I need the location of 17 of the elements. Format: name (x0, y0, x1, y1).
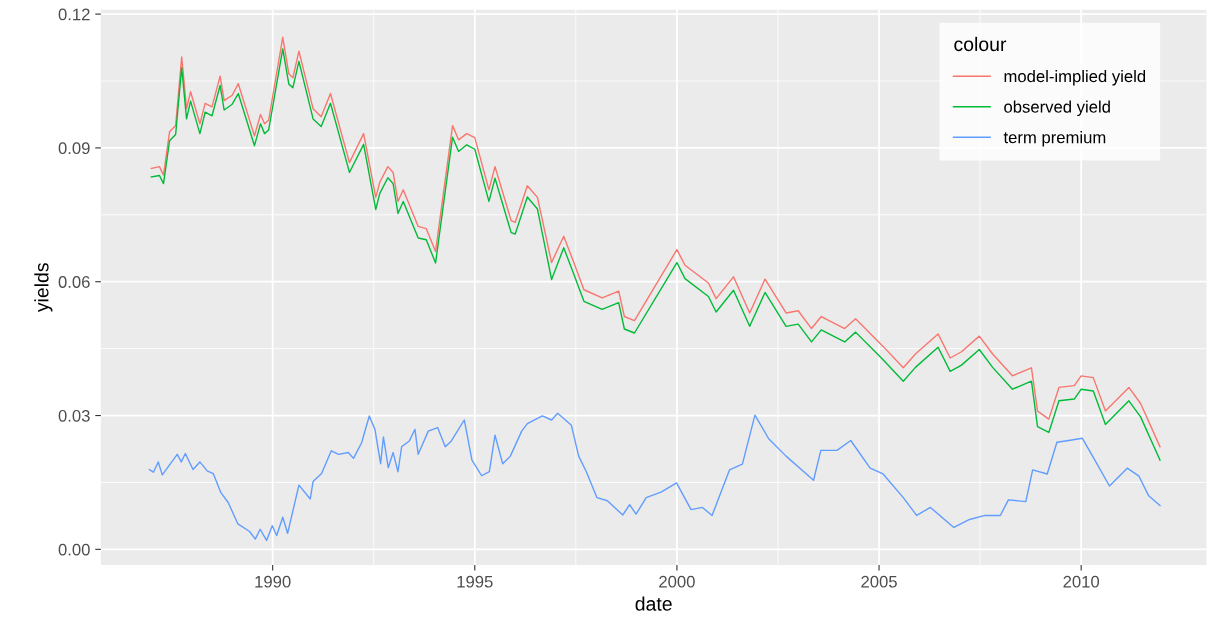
x-tick-label: 1995 (457, 575, 493, 588)
y-axis-title: yields (34, 263, 53, 313)
x-axis-title: date (635, 596, 672, 611)
x-tick-label: 1990 (255, 575, 291, 588)
y-tick-label: 0.12 (58, 8, 90, 21)
x-tick-label: 2005 (861, 575, 897, 588)
line-series (148, 412, 1161, 542)
legend-title: colour (954, 36, 1007, 52)
y-tick-label: 0.00 (58, 543, 90, 556)
x-tick-label: 2000 (659, 575, 695, 588)
y-tick-label: 0.09 (58, 142, 90, 155)
legend-label: term premium (1003, 131, 1106, 147)
legend-label: model-implied yield (1004, 69, 1146, 86)
y-tick-label: 0.03 (58, 409, 90, 422)
x-tick-label: 2010 (1063, 575, 1100, 588)
y-tick-label: 0.06 (58, 276, 90, 288)
legend-label: observed yield (1004, 100, 1110, 117)
